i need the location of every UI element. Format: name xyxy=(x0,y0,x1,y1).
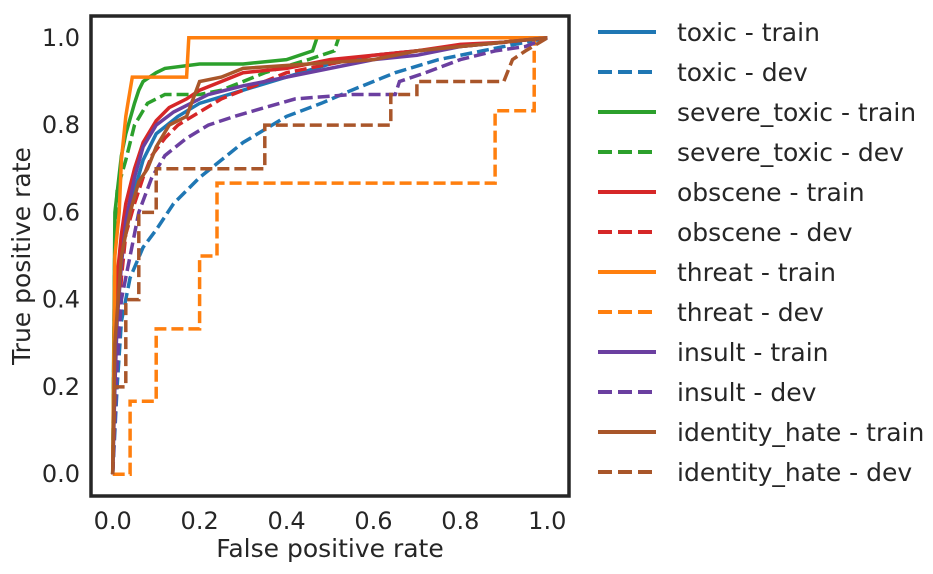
series-line-insult-dev xyxy=(110,36,548,475)
legend-label-obscene-train: obscene - train xyxy=(677,178,865,207)
y-tick-label: 0.2 xyxy=(42,373,80,401)
plot-frame xyxy=(89,14,571,498)
series-line-threat-dev xyxy=(112,36,548,476)
legend-label-toxic-train: toxic - train xyxy=(677,18,820,47)
x-tick-label: 0.8 xyxy=(441,507,479,535)
legend-label-threat-train: threat - train xyxy=(677,258,836,287)
legend-label-insult-dev: insult - dev xyxy=(677,378,817,407)
series-line-identity-hate-train xyxy=(110,36,548,475)
y-tick-label: 0.8 xyxy=(42,111,80,139)
series-line-identity-hate-dev xyxy=(110,36,549,475)
y-tick-label: 1.0 xyxy=(42,24,80,52)
legend-label-severe-toxic-train: severe_toxic - train xyxy=(677,98,916,127)
series-line-obscene-train xyxy=(110,36,548,475)
legend-label-insult-train: insult - train xyxy=(677,338,829,367)
y-tick-label: 0.4 xyxy=(42,286,80,314)
y-tick-label: 0.0 xyxy=(42,460,80,488)
legend-label-identity-hate-dev: identity_hate - dev xyxy=(677,458,912,487)
x-axis-label: False positive rate xyxy=(216,534,444,563)
series-line-toxic-dev xyxy=(110,36,548,475)
x-tick-label: 1.0 xyxy=(528,507,566,535)
x-tick-label: 0.0 xyxy=(94,507,132,535)
y-axis-ticks: 0.0 0.2 0.4 0.6 0.8 1.0 xyxy=(42,24,80,488)
x-tick-label: 0.2 xyxy=(181,507,219,535)
x-tick-label: 0.4 xyxy=(267,507,305,535)
legend-label-toxic-dev: toxic - dev xyxy=(677,58,808,87)
legend-label-obscene-dev: obscene - dev xyxy=(677,218,853,247)
y-tick-label: 0.6 xyxy=(42,198,80,226)
series-line-threat-train xyxy=(110,36,548,475)
legend-label-threat-dev: threat - dev xyxy=(677,298,824,327)
curves-layer xyxy=(110,36,549,476)
x-tick-label: 0.6 xyxy=(354,507,392,535)
legend-label-severe-toxic-dev: severe_toxic - dev xyxy=(677,138,904,167)
legend: toxic - train toxic - dev severe_toxic - t… xyxy=(598,18,924,487)
legend-label-identity-hate-train: identity_hate - train xyxy=(677,418,924,447)
x-axis-ticks: 0.0 0.2 0.4 0.6 0.8 1.0 xyxy=(94,507,567,535)
y-axis-label: True positive rate xyxy=(7,147,36,366)
